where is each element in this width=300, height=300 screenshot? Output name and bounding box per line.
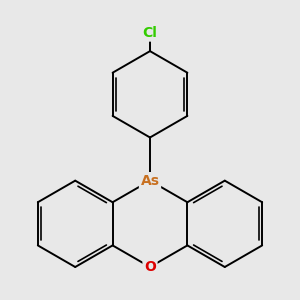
Text: Cl: Cl [142, 26, 158, 40]
Text: O: O [144, 260, 156, 274]
Text: As: As [140, 174, 160, 188]
